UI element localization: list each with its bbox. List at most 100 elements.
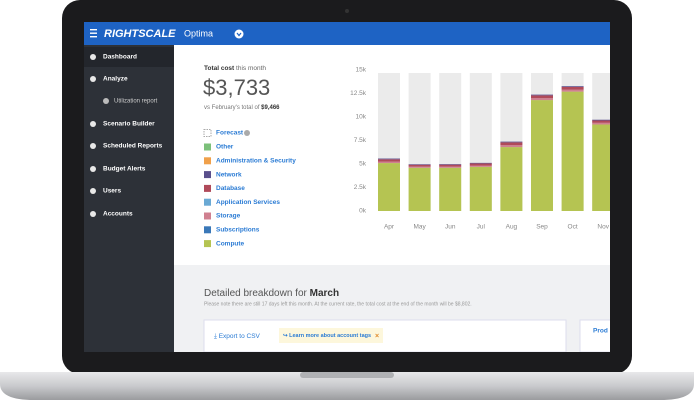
dropdown[interactable] (234, 29, 244, 39)
bar-segment (439, 166, 462, 168)
bar-segment (561, 86, 584, 90)
x-tick-label: May (413, 224, 426, 231)
sidebar-icon (90, 166, 96, 172)
breakdown-title: Detailed breakdown for March (204, 288, 339, 299)
legend-label[interactable]: Application Services (216, 199, 280, 206)
y-tick-label: 10k (356, 114, 367, 121)
sidebar-item[interactable]: Budget Alerts (103, 166, 146, 173)
learn-text: Learn more about account tags (289, 333, 371, 339)
camera (345, 9, 349, 13)
notch (300, 372, 394, 378)
learn-box (279, 328, 383, 343)
bar-segment (531, 94, 553, 96)
learn-icon: ↪ (283, 333, 289, 339)
x-tick-label: Sep (536, 224, 548, 231)
bar-segment (592, 124, 610, 211)
y-tick-label: 5k (359, 161, 367, 168)
bar-segment (378, 163, 400, 211)
legend-label[interactable]: Subscriptions (216, 227, 260, 234)
forecast-label[interactable]: Forecast (216, 130, 244, 137)
breakdown-month: March (310, 288, 339, 299)
bar-segment (408, 164, 431, 167)
total-label: Total cost this month (204, 65, 266, 72)
y-tick-label: 0k (359, 208, 367, 215)
x-tick-label: Oct (568, 224, 578, 231)
x-tick-label: Nov (597, 224, 609, 231)
compare-amount: $9,466 (261, 105, 280, 111)
sidebar-item[interactable]: Scheduled Reports (103, 143, 163, 150)
breakdown-note: Please note there are still 17 days left… (204, 301, 472, 307)
bar-segment (592, 120, 610, 123)
x-tick-label: Aug (506, 224, 518, 231)
bar-segment (469, 162, 492, 164)
legend-swatch (204, 143, 211, 151)
bar-segment (531, 95, 553, 99)
sidebar-icon (103, 98, 109, 104)
bar-segment (408, 166, 431, 168)
sidebar-active (84, 47, 174, 67)
bar-segment (378, 159, 400, 162)
bar-segment (500, 147, 523, 211)
legend-swatch (204, 198, 211, 206)
compare-text: vs February's total of (204, 105, 261, 111)
bar-segment (378, 158, 400, 160)
learn-close[interactable]: × (375, 333, 379, 340)
y-tick-label: 7.5k (354, 137, 367, 144)
bar-segment (500, 141, 523, 143)
total-amount: $3,733 (203, 75, 270, 100)
bar-segment (439, 164, 462, 165)
dropdown-caret (236, 32, 242, 37)
legend-label[interactable]: Network (216, 171, 242, 178)
legend-label[interactable]: Administration & Security (216, 158, 296, 165)
sidebar-icon (90, 121, 96, 127)
bar-segment (469, 165, 492, 167)
legend-label[interactable]: Compute (216, 240, 245, 247)
sidebar-icon (90, 76, 96, 82)
sidebar-item[interactable]: Scenario Builder (103, 121, 155, 128)
y-tick-label: 12.5k (350, 90, 367, 97)
info-icon[interactable] (244, 130, 250, 136)
bar-segment (439, 164, 462, 167)
legend-swatch (204, 171, 211, 179)
bar-segment (469, 166, 492, 211)
chart: 0k 2.5k 5k 7.5k 10k 12.5k 15k Apr May Jun Jul Aug Se… (350, 67, 610, 231)
bar-segment (561, 86, 584, 87)
sidebar (84, 45, 174, 352)
laptop-base (0, 372, 694, 400)
bar-segment (439, 167, 462, 211)
bar-segment (592, 119, 610, 121)
bar-segment (531, 100, 553, 211)
tab-label[interactable]: Prod (593, 328, 608, 335)
learn-link[interactable]: ↪ Learn more about account tags (283, 333, 371, 339)
tab[interactable] (579, 319, 620, 352)
sidebar-item[interactable]: Analyze (103, 76, 128, 83)
sidebar-icon (90, 54, 96, 60)
sidebar-item[interactable]: Accounts (103, 211, 133, 218)
total-label-bold: Total cost (204, 65, 235, 72)
bar-segment (500, 145, 523, 148)
sidebar-item[interactable]: Utilization report (114, 99, 158, 105)
x-tick-label: Jul (477, 224, 486, 231)
sidebar-item[interactable]: Users (103, 188, 121, 195)
export-icon: ⤓ (214, 333, 219, 340)
screen: RIGHTSCALE Optima Dashboard Analyze Utiliz… (84, 22, 620, 352)
legend-label[interactable]: Other (216, 144, 234, 151)
sidebar-icon (90, 211, 96, 217)
legend: Other Administration & Security Network Dat… (204, 143, 296, 248)
legend-label[interactable]: Storage (216, 213, 241, 220)
legend-swatch (204, 240, 211, 248)
y-tick-label: 2.5k (354, 184, 367, 191)
bar-segment (408, 167, 431, 211)
legend-label[interactable]: Database (216, 185, 245, 192)
bar-segment (378, 161, 400, 164)
export-link[interactable]: ⤓ Export to CSV (214, 333, 261, 340)
bar-segment (469, 163, 492, 166)
bar-segment (561, 89, 584, 92)
sidebar-item[interactable]: Dashboard (103, 54, 137, 61)
menu-icon[interactable] (90, 29, 97, 38)
bar-segment (561, 91, 584, 211)
x-tick-label: Jun (445, 224, 456, 231)
product-name: Optima (184, 28, 213, 38)
